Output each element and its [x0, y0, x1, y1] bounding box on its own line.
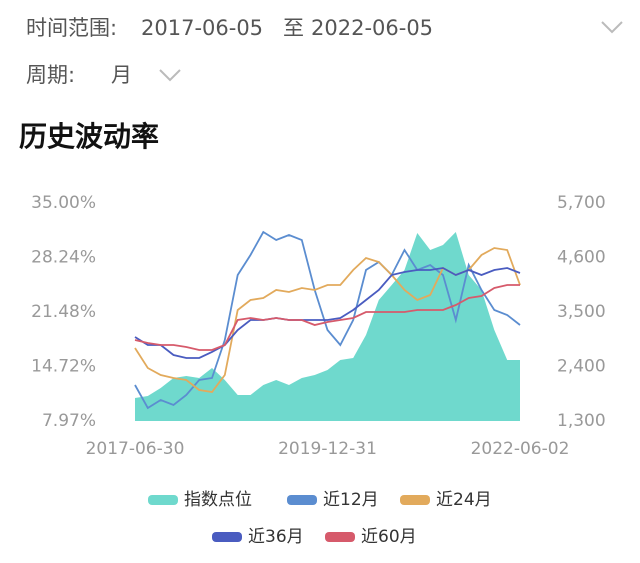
- x-tick-label: 2019-12-31: [278, 439, 377, 459]
- y2-tick-label: 5,700: [557, 193, 606, 213]
- legend-swatch: [400, 495, 430, 505]
- legend-label: 近24月: [436, 490, 492, 510]
- volatility-line: [134, 230, 521, 410]
- index-area: [135, 232, 520, 421]
- y-tick-label: 35.00%: [31, 193, 96, 213]
- legend-swatch: [212, 532, 242, 542]
- legend-label: 近60月: [361, 527, 417, 547]
- y-tick-label: 7.97%: [42, 411, 96, 431]
- x-tick-label: 2022-06-02: [471, 439, 570, 459]
- y-tick-label: 14.72%: [31, 357, 96, 377]
- period-value[interactable]: 月: [111, 63, 132, 87]
- legend-label: 近12月: [323, 490, 379, 510]
- y2-tick-label: 1,300: [557, 411, 606, 431]
- range-dropdown[interactable]: [601, 21, 623, 34]
- range-separator: 至: [283, 16, 304, 40]
- y-tick-label: 28.24%: [31, 248, 96, 268]
- legend-label: 近36月: [248, 527, 304, 547]
- x-tick-label: 2017-06-30: [86, 439, 185, 459]
- volatility-line: [134, 267, 521, 359]
- y2-tick-label: 4,600: [557, 248, 606, 268]
- y2-tick-label: 3,500: [557, 302, 606, 322]
- legend-swatch: [325, 532, 355, 542]
- legend-swatch: [148, 495, 178, 505]
- section-title: 历史波动率: [19, 120, 159, 153]
- y2-tick-label: 2,400: [557, 357, 606, 377]
- period-dropdown[interactable]: [159, 69, 181, 82]
- range-label: 时间范围:: [26, 16, 117, 40]
- legend-label: 指数点位: [184, 490, 252, 510]
- y-tick-label: 21.48%: [31, 302, 96, 322]
- range-start[interactable]: 2017-06-05: [141, 16, 263, 40]
- legend-swatch: [287, 495, 317, 505]
- range-end[interactable]: 2022-06-05: [311, 16, 433, 40]
- period-label: 周期:: [26, 63, 75, 87]
- volatility-line: [134, 284, 520, 351]
